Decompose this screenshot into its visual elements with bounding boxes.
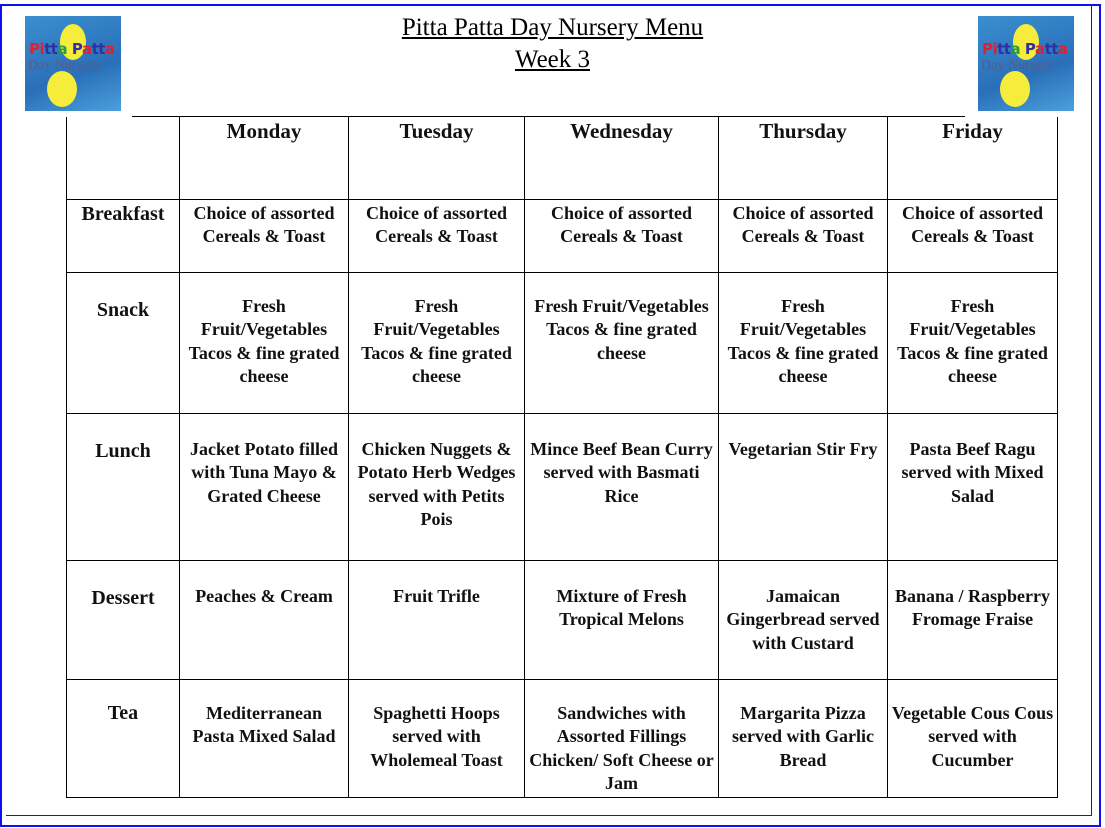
menu-cell: Vegetarian Stir Fry — [718, 412, 888, 561]
day-header-row: Monday Tuesday Wednesday Thursday Friday — [66, 117, 1058, 200]
menu-cell: Choice of assorted Cereals & Toast — [887, 198, 1058, 273]
week-label: Week 3 — [514, 46, 591, 73]
meal-row-lunch: Lunch Jacket Potato filled with Tuna May… — [66, 412, 1058, 561]
page-border-inner — [6, 4, 1092, 816]
day-header: Thursday — [718, 117, 888, 200]
meal-row-breakfast: Breakfast Choice of assorted Cereals & T… — [66, 198, 1058, 273]
menu-cell: Choice of assorted Cereals & Toast — [524, 198, 719, 273]
meal-label: Lunch — [66, 412, 180, 561]
menu-cell: Choice of assorted Cereals & Toast — [348, 198, 525, 273]
menu-cell: Pasta Beef Ragu served with Mixed Salad — [887, 412, 1058, 561]
meal-row-dessert: Dessert Peaches & Cream Fruit Trifle Mix… — [66, 559, 1058, 680]
menu-cell: Fresh Fruit/Vegetables Tacos & fine grat… — [348, 271, 525, 414]
menu-cell: Fruit Trifle — [348, 559, 525, 680]
header-divider — [132, 116, 965, 117]
menu-cell: Fresh Fruit/Vegetables Tacos & fine grat… — [887, 271, 1058, 414]
menu-cell: Peaches & Cream — [179, 559, 349, 680]
page-title: Pitta Patta Day Nursery Menu — [401, 14, 704, 41]
meal-row-snack: Snack Fresh Fruit/Vegetables Tacos & fin… — [66, 271, 1058, 414]
menu-cell: Fresh Fruit/Vegetables Tacos & fine grat… — [718, 271, 888, 414]
page-border — [0, 4, 1101, 827]
day-header: Friday — [887, 117, 1058, 200]
menu-cell: Vegetable Cous Cous served with Cucumber — [887, 678, 1058, 798]
meal-row-tea: Tea Mediterranean Pasta Mixed Salad Spag… — [66, 678, 1058, 798]
menu-cell: Fresh Fruit/Vegetables Tacos & fine grat… — [179, 271, 349, 414]
menu-table: Monday Tuesday Wednesday Thursday Friday… — [66, 117, 1058, 798]
menu-cell: Mixture of Fresh Tropical Melons — [524, 559, 719, 680]
day-header: Tuesday — [348, 117, 525, 200]
menu-cell: Spaghetti Hoops served with Wholemeal To… — [348, 678, 525, 798]
day-header: Monday — [179, 117, 349, 200]
menu-cell: Margarita Pizza served with Garlic Bread — [718, 678, 888, 798]
nursery-logo-right: Pitta Patta Day Nursery — [978, 16, 1074, 111]
menu-cell: Choice of assorted Cereals & Toast — [718, 198, 888, 273]
corner-cell — [66, 117, 180, 200]
menu-cell: Fresh Fruit/Vegetables Tacos & fine grat… — [524, 271, 719, 414]
day-header: Wednesday — [524, 117, 719, 200]
meal-label: Dessert — [66, 559, 180, 680]
menu-cell: Jacket Potato filled with Tuna Mayo & Gr… — [179, 412, 349, 561]
menu-cell: Mince Beef Bean Curry served with Basmat… — [524, 412, 719, 561]
menu-cell: Mediterranean Pasta Mixed Salad — [179, 678, 349, 798]
menu-cell: Choice of assorted Cereals & Toast — [179, 198, 349, 273]
meal-label: Snack — [66, 271, 180, 414]
menu-cell: Jamaican Gingerbread served with Custard — [718, 559, 888, 680]
meal-label: Breakfast — [66, 198, 180, 273]
meal-label: Tea — [66, 678, 180, 798]
menu-cell: Chicken Nuggets & Potato Herb Wedges ser… — [348, 412, 525, 561]
menu-cell: Banana / Raspberry Fromage Fraise — [887, 559, 1058, 680]
nursery-logo-left: Pitta Patta Day Nursery — [25, 16, 121, 111]
menu-cell: Sandwiches with Assorted Fillings Chicke… — [524, 678, 719, 798]
